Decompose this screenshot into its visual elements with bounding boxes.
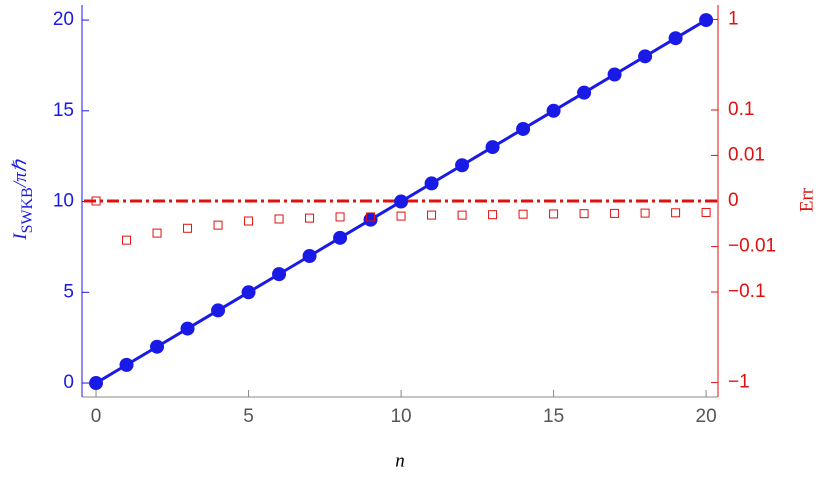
y2-axis-label: Err (796, 187, 817, 212)
point (305, 213, 315, 223)
point (272, 267, 287, 282)
y-label-main: I (10, 232, 31, 241)
point (241, 285, 256, 300)
point (607, 67, 622, 82)
y-tick-label: 10 (53, 191, 74, 212)
y-tick-label: 5 (63, 281, 74, 302)
x-tick-label: 15 (543, 406, 564, 427)
point (213, 220, 223, 230)
y2-tick-label: 0 (728, 190, 739, 211)
point (244, 216, 254, 226)
y2-tick-label: −0.01 (728, 236, 776, 257)
x-tick-label: 10 (390, 406, 411, 427)
point (518, 209, 528, 219)
point (638, 49, 653, 64)
y-label-rest: /πℏ (10, 158, 31, 188)
point (150, 339, 165, 354)
y-label-sub: SWKB (19, 187, 36, 233)
point (427, 210, 437, 220)
point (119, 357, 134, 372)
point (488, 210, 498, 220)
point (302, 248, 317, 263)
point (394, 194, 409, 209)
point (89, 376, 104, 391)
point (699, 13, 714, 28)
y2-tick-label: 0.01 (728, 144, 765, 165)
point (549, 209, 559, 219)
point (457, 210, 467, 220)
point (335, 212, 345, 222)
y-tick-label: 15 (53, 100, 74, 121)
point (455, 158, 470, 173)
x-tick-label: 5 (243, 406, 254, 427)
point (671, 208, 681, 218)
point (546, 103, 561, 118)
point (363, 212, 378, 227)
point (516, 121, 531, 136)
point (424, 176, 439, 191)
point (91, 196, 101, 206)
point (668, 31, 683, 46)
point (396, 211, 406, 221)
point (366, 212, 376, 222)
point (485, 140, 500, 155)
point (701, 207, 711, 217)
point (333, 230, 348, 245)
point (577, 85, 592, 100)
y2-tick-label: −1 (728, 372, 750, 393)
point (274, 214, 284, 224)
y-axis-label: ISWKB/πℏ (10, 158, 35, 240)
point (152, 228, 162, 238)
x-axis-label: n (395, 450, 405, 471)
y-tick-label: 20 (53, 9, 74, 30)
point (640, 208, 650, 218)
point (180, 321, 195, 336)
point (122, 235, 132, 245)
y-tick-label: 0 (63, 372, 74, 393)
point (610, 208, 620, 218)
point (183, 223, 193, 233)
y2-tick-label: −0.1 (728, 281, 766, 302)
x-tick-label: 20 (696, 406, 717, 427)
y2-tick-label: 0.1 (728, 99, 754, 120)
point (211, 303, 226, 318)
y2-tick-label: 1 (728, 8, 739, 29)
point (579, 209, 589, 219)
x-tick-label: 0 (91, 406, 102, 427)
